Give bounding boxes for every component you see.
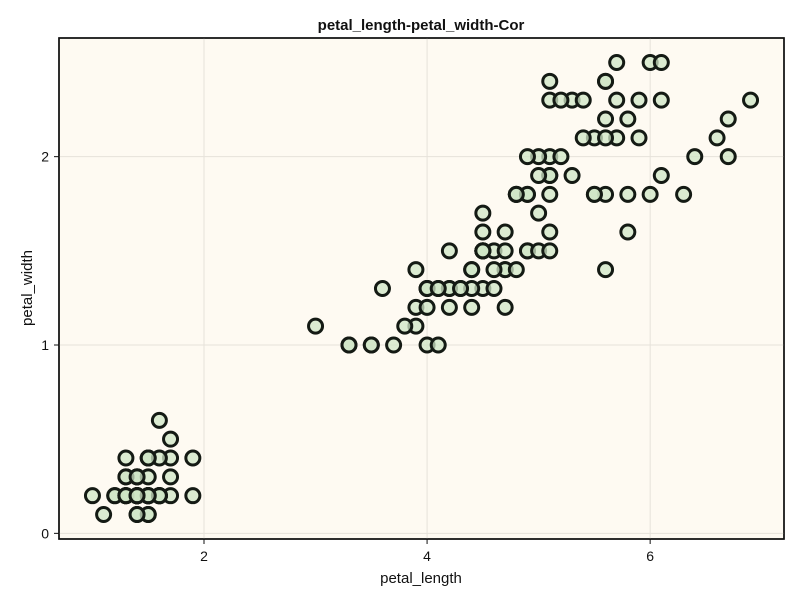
data-point [530,204,548,222]
data-point [518,148,536,166]
data-point [485,261,503,279]
data-point [641,185,659,203]
data-point [742,91,760,109]
data-point [429,280,447,297]
y-tick-label: 0 [41,525,49,541]
data-point [585,185,603,203]
data-point [95,506,113,524]
data-point [552,91,570,109]
data-point [429,336,447,354]
data-point [541,185,559,203]
data-point [184,449,202,467]
data-point [675,185,693,203]
data-point [530,166,548,184]
data-point [563,166,581,184]
data-points [83,53,760,524]
data-point [552,148,570,166]
data-point [496,242,514,260]
x-tick-label: 2 [200,548,208,564]
data-point [541,242,559,260]
data-point [440,242,458,260]
data-point [496,223,514,241]
data-point [507,261,525,279]
data-point [474,223,492,241]
data-point [362,336,380,354]
data-point [630,91,648,109]
data-point [474,242,492,260]
y-axis-label: petal_width [19,250,36,326]
data-point [541,72,559,90]
plot-frame [58,37,785,540]
data-point [597,110,615,128]
data-point [463,298,481,316]
data-point [184,487,202,505]
data-point [162,468,180,486]
data-point [407,261,425,279]
data-point [83,487,101,505]
data-point [463,261,481,279]
data-point [652,166,670,184]
data-point [117,449,135,467]
data-point [708,129,726,147]
y-tick-label: 1 [41,337,49,353]
data-point [373,280,391,297]
data-point [652,91,670,109]
chart-title: petal_length-petal_width-Cor [318,17,525,34]
x-tick-label: 6 [646,548,654,564]
data-point [340,336,358,354]
data-point [574,129,592,147]
data-point [128,487,146,505]
x-axis-label: petal_length [380,570,462,587]
data-point [150,411,168,429]
data-point [652,53,670,71]
axis-ticks: 2 4 6 0 1 2 [41,149,654,564]
y-tick-label: 2 [41,149,49,165]
data-point [162,430,180,448]
x-tick-label: 4 [423,548,431,564]
data-point [128,468,146,486]
data-point [541,223,559,241]
data-point [418,298,436,316]
data-point [440,298,458,316]
data-point [307,317,325,335]
data-point [597,129,615,147]
data-point [597,72,615,90]
data-point [396,317,414,335]
data-point [608,91,626,109]
data-point [452,280,470,297]
data-point [507,185,525,203]
data-point [496,298,514,316]
data-point [474,204,492,222]
data-point [619,185,637,203]
data-point [485,280,503,297]
data-point [608,53,626,71]
data-point [630,129,648,147]
data-point [686,148,704,166]
data-point [619,110,637,128]
data-point [139,449,157,467]
data-point [574,91,592,109]
data-point [719,110,737,128]
data-point [128,506,146,524]
data-point [385,336,403,354]
data-point [597,261,615,279]
data-point [719,148,737,166]
data-point [619,223,637,241]
